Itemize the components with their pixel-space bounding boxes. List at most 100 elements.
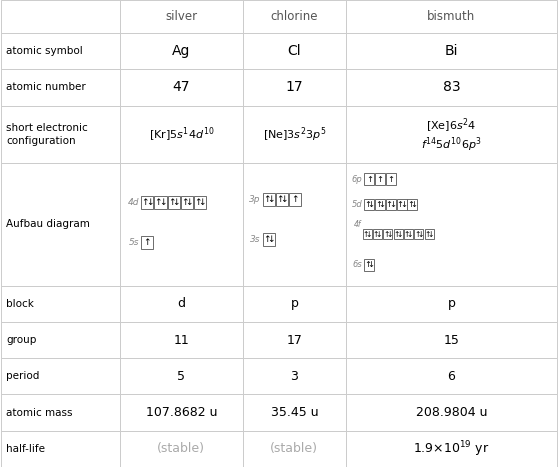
Bar xyxy=(375,199,385,211)
Bar xyxy=(346,431,557,467)
Bar xyxy=(120,395,243,431)
Bar xyxy=(346,33,557,69)
Text: ↓: ↓ xyxy=(365,230,372,239)
Text: ↓: ↓ xyxy=(411,200,417,209)
Bar xyxy=(1,395,120,431)
Text: 5s: 5s xyxy=(128,238,139,248)
Bar xyxy=(346,322,557,358)
Text: ↓: ↓ xyxy=(397,230,403,239)
Text: group: group xyxy=(6,335,36,345)
Text: ↓: ↓ xyxy=(386,230,393,239)
Bar xyxy=(1,286,120,322)
Bar xyxy=(364,259,374,270)
Bar xyxy=(346,286,557,322)
Bar xyxy=(346,69,557,106)
Text: ↑: ↑ xyxy=(403,230,410,239)
Text: ↑: ↑ xyxy=(396,200,403,209)
Bar xyxy=(364,199,374,211)
Bar xyxy=(386,199,396,211)
Text: ↑: ↑ xyxy=(364,261,371,269)
Text: ↑: ↑ xyxy=(143,238,151,248)
Text: 208.9804 u: 208.9804 u xyxy=(416,406,487,419)
Bar xyxy=(1,322,120,358)
Bar xyxy=(1,69,120,106)
Bar xyxy=(346,395,557,431)
Text: 47: 47 xyxy=(172,80,190,94)
Text: ↑: ↑ xyxy=(291,195,299,205)
Text: $f^{14}$5$d^{10}$6$p^3$: $f^{14}$5$d^{10}$6$p^3$ xyxy=(421,135,482,154)
Text: ↑: ↑ xyxy=(263,234,271,244)
Bar xyxy=(346,106,557,163)
Bar xyxy=(120,358,243,395)
Bar xyxy=(393,229,402,240)
Text: ↓: ↓ xyxy=(400,200,407,209)
Bar xyxy=(141,196,153,209)
Text: 5d: 5d xyxy=(352,200,363,209)
Bar xyxy=(181,196,193,209)
Bar xyxy=(414,229,423,240)
Bar xyxy=(397,199,407,211)
Text: ↑: ↑ xyxy=(383,230,389,239)
Text: ↑: ↑ xyxy=(407,200,414,209)
Text: ↓: ↓ xyxy=(376,230,382,239)
Text: ↓: ↓ xyxy=(159,198,166,207)
Text: 17: 17 xyxy=(286,80,303,94)
Bar xyxy=(346,163,557,286)
Bar xyxy=(120,322,243,358)
Bar xyxy=(346,0,557,33)
Bar xyxy=(263,233,275,246)
Text: ↑: ↑ xyxy=(377,175,383,184)
Text: ↑: ↑ xyxy=(155,198,162,207)
Text: 1.9$\times$10$^{19}$ yr: 1.9$\times$10$^{19}$ yr xyxy=(413,439,489,459)
Bar xyxy=(263,193,275,206)
Bar xyxy=(167,196,180,209)
Bar xyxy=(386,173,396,184)
Text: half-life: half-life xyxy=(6,444,45,454)
Text: block: block xyxy=(6,299,34,309)
Bar xyxy=(120,286,243,322)
Text: ↑: ↑ xyxy=(263,195,271,205)
Text: ↑: ↑ xyxy=(181,198,189,207)
Bar xyxy=(1,431,120,467)
Bar xyxy=(120,33,243,69)
Text: 3s: 3s xyxy=(250,234,261,244)
Text: Bi: Bi xyxy=(445,44,458,58)
Text: ↑: ↑ xyxy=(373,230,379,239)
Text: 15: 15 xyxy=(444,333,459,347)
Bar xyxy=(1,106,120,163)
Bar xyxy=(243,0,346,33)
Text: period: period xyxy=(6,371,40,382)
Bar xyxy=(155,196,167,209)
Text: 83: 83 xyxy=(442,80,460,94)
Bar xyxy=(243,322,346,358)
Bar xyxy=(1,358,120,395)
Text: ↓: ↓ xyxy=(146,198,153,207)
Text: ↓: ↓ xyxy=(368,200,375,209)
Text: 5: 5 xyxy=(177,370,185,383)
Text: ↑: ↑ xyxy=(168,198,175,207)
Text: ↑: ↑ xyxy=(194,198,201,207)
Text: ↓: ↓ xyxy=(378,200,386,209)
Text: short electronic
configuration: short electronic configuration xyxy=(6,123,88,146)
Bar xyxy=(120,431,243,467)
Bar xyxy=(276,193,288,206)
Text: ↑: ↑ xyxy=(414,230,420,239)
Text: p: p xyxy=(448,297,455,311)
Text: ↑: ↑ xyxy=(387,175,395,184)
Text: 107.8682 u: 107.8682 u xyxy=(146,406,217,419)
Text: (stable): (stable) xyxy=(270,442,319,455)
Text: atomic symbol: atomic symbol xyxy=(6,46,83,56)
Text: ↑: ↑ xyxy=(424,230,431,239)
Text: ↑: ↑ xyxy=(362,230,369,239)
Text: ↓: ↓ xyxy=(368,261,375,269)
Text: ↓: ↓ xyxy=(199,198,206,207)
Bar xyxy=(141,236,153,249)
Text: ↑: ↑ xyxy=(276,195,283,205)
Bar xyxy=(243,33,346,69)
Bar xyxy=(243,69,346,106)
Text: Ag: Ag xyxy=(172,44,190,58)
Text: 4f: 4f xyxy=(354,220,362,229)
Bar xyxy=(120,106,243,163)
Bar xyxy=(120,0,243,33)
Bar xyxy=(383,229,392,240)
